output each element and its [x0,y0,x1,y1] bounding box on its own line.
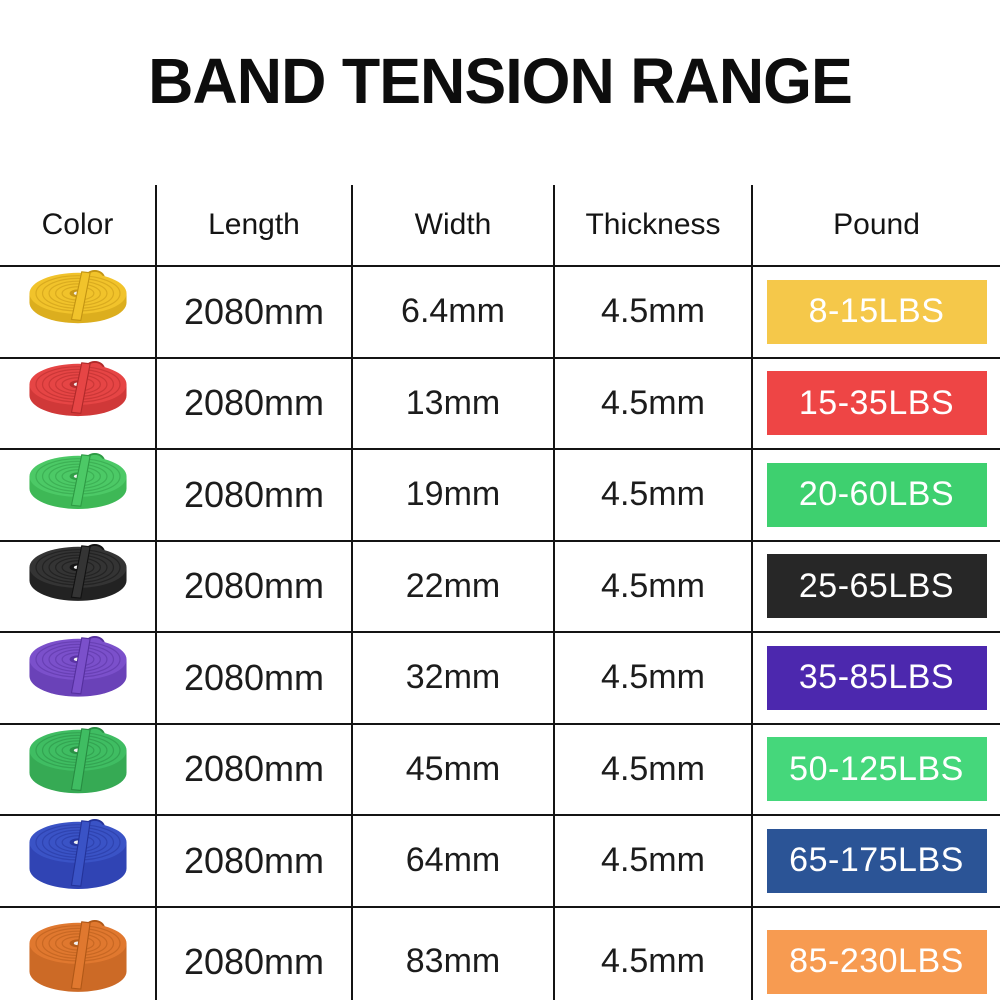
color-cell [0,816,157,908]
column-header-thickness: Thickness [555,185,753,267]
length-cell: 2080mm [157,816,353,908]
thickness-cell: 4.5mm [555,816,753,908]
pound-badge: 20-60LBS [766,462,987,527]
page-title: BAND TENSION RANGE [148,45,853,117]
pound-cell: 15-35LBS [753,359,1000,450]
width-cell: 13mm [353,358,555,450]
thickness-cell: 4.5mm [555,907,753,1000]
width-cell: 6.4mm [353,267,555,359]
width-cell: 19mm [353,450,555,542]
band-roll-image [22,818,134,904]
color-cell [0,724,157,816]
pound-cell: 85-230LBS [753,908,1000,1000]
pound-badge: 85-230LBS [766,929,987,994]
length-cell: 2080mm [157,907,353,1000]
band-roll-image [22,543,134,629]
pound-badge: 25-65LBS [766,554,987,619]
length-cell: 2080mm [157,724,353,816]
thickness-cell: 4.5mm [555,633,753,725]
thickness-cell: 4.5mm [555,358,753,450]
band-roll-image [22,726,134,812]
length-cell: 2080mm [157,358,353,450]
thickness-cell: 4.5mm [555,541,753,633]
length-cell: 2080mm [157,267,353,359]
color-cell [0,358,157,450]
width-cell: 45mm [353,724,555,816]
width-cell: 83mm [353,907,555,1000]
band-roll-image [22,452,134,538]
column-header-pound: Pound [753,185,1000,267]
color-cell [0,633,157,725]
length-cell: 2080mm [157,633,353,725]
pound-cell: 25-65LBS [753,542,1000,633]
pound-badge: 8-15LBS [766,279,987,344]
width-cell: 22mm [353,541,555,633]
band-roll-image [22,635,134,721]
thickness-cell: 4.5mm [555,724,753,816]
width-cell: 32mm [353,633,555,725]
pound-cell: 50-125LBS [753,725,1000,816]
pound-badge: 15-35LBS [766,371,987,436]
band-roll-image [22,919,134,1000]
pound-badge: 50-125LBS [766,737,987,802]
length-cell: 2080mm [157,541,353,633]
pound-badge: 65-175LBS [766,828,987,893]
band-roll-image [22,360,134,446]
band-tension-table: Color Length Width Thickness Pound 2080m… [0,185,1000,1000]
pound-cell: 35-85LBS [753,633,1000,725]
band-roll-image [22,269,134,355]
pound-cell: 20-60LBS [753,450,1000,542]
width-cell: 64mm [353,816,555,908]
thickness-cell: 4.5mm [555,267,753,359]
color-cell [0,450,157,542]
column-header-color: Color [0,185,157,267]
length-cell: 2080mm [157,450,353,542]
color-cell [0,267,157,359]
thickness-cell: 4.5mm [555,450,753,542]
column-header-width: Width [353,185,555,267]
pound-cell: 65-175LBS [753,816,1000,908]
column-header-length: Length [157,185,353,267]
color-cell [0,907,157,1000]
pound-badge: 35-85LBS [766,645,987,710]
color-cell [0,541,157,633]
pound-cell: 8-15LBS [753,267,1000,359]
